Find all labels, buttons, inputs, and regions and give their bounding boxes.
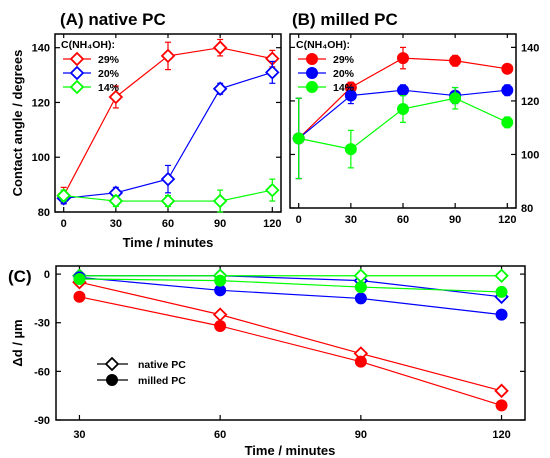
data-point bbox=[344, 143, 357, 156]
data-point bbox=[501, 116, 514, 129]
legend-marker bbox=[69, 79, 85, 95]
series-line bbox=[79, 296, 502, 406]
x-tick-label: 30 bbox=[110, 218, 122, 230]
data-point bbox=[160, 171, 176, 187]
data-point bbox=[212, 193, 228, 209]
x-tick-label: 60 bbox=[214, 429, 226, 441]
legend-label: 20% bbox=[98, 68, 120, 80]
data-point bbox=[212, 81, 228, 97]
data-point bbox=[501, 62, 514, 75]
y-tick-label: 120 bbox=[32, 97, 50, 109]
data-point bbox=[354, 355, 367, 368]
legend-label: 14% bbox=[333, 82, 355, 94]
y-tick-label: 80 bbox=[521, 203, 533, 215]
y-tick-label: 140 bbox=[521, 42, 539, 54]
x-tick-label: 60 bbox=[397, 214, 409, 226]
panel-b-title: (B) milled PC bbox=[292, 10, 398, 29]
legend-title: C(NH₄OH): bbox=[61, 39, 115, 51]
data-point bbox=[212, 307, 228, 322]
x-tick-label: 120 bbox=[498, 214, 516, 226]
panel-c-frame bbox=[55, 265, 526, 421]
data-point bbox=[265, 182, 280, 198]
data-point bbox=[344, 89, 357, 102]
panel-c: (C) 30 60 90 120 0 -30 -60 -90 native PC milled … bbox=[8, 265, 526, 458]
legend-marker bbox=[306, 81, 318, 93]
data-point bbox=[108, 89, 124, 105]
series-line bbox=[79, 276, 502, 316]
y-tick-label: 100 bbox=[521, 149, 539, 161]
data-point bbox=[292, 132, 305, 145]
y-tick-label: 100 bbox=[32, 152, 50, 164]
panel-a-title: (A) native PC bbox=[60, 10, 166, 29]
legend-marker bbox=[106, 374, 118, 386]
legend-marker bbox=[69, 51, 85, 67]
x-tick-label: 0 bbox=[296, 214, 302, 226]
y-tick-label: 0 bbox=[44, 269, 50, 281]
data-point bbox=[495, 399, 508, 412]
data-point bbox=[397, 102, 409, 115]
legend-label: native PC bbox=[138, 359, 186, 371]
data-point bbox=[160, 193, 176, 209]
x-tick-label: 90 bbox=[449, 214, 461, 226]
y-tick-label: -90 bbox=[34, 415, 50, 427]
x-tick-label: 0 bbox=[61, 218, 67, 230]
series-line bbox=[79, 278, 502, 293]
data-point bbox=[265, 65, 280, 80]
data-point bbox=[494, 383, 509, 399]
data-point bbox=[495, 285, 508, 298]
data-point bbox=[494, 268, 509, 283]
series-line bbox=[79, 275, 502, 298]
legend-label: 20% bbox=[333, 68, 355, 80]
x-tick-label: 120 bbox=[492, 429, 510, 441]
panel-a-ylabel: Contact angle / degrees bbox=[10, 50, 25, 197]
data-point bbox=[56, 188, 71, 203]
data-point bbox=[354, 281, 367, 294]
data-point bbox=[397, 84, 409, 97]
data-point bbox=[108, 193, 124, 209]
y-tick-label: 140 bbox=[32, 43, 50, 55]
data-point bbox=[214, 274, 227, 287]
x-tick-label: 30 bbox=[73, 429, 85, 441]
x-tick-label: 60 bbox=[162, 218, 174, 230]
x-tick-label: 30 bbox=[345, 214, 357, 226]
data-point bbox=[449, 92, 462, 105]
data-point bbox=[397, 52, 409, 65]
panel-c-xlabel: Time / minutes bbox=[245, 443, 336, 458]
legend-marker bbox=[69, 65, 85, 81]
y-tick-label: -30 bbox=[34, 318, 50, 330]
data-point bbox=[73, 272, 86, 285]
y-tick-label: 120 bbox=[521, 96, 539, 108]
legend-title: C(NH₄OH): bbox=[296, 39, 350, 51]
data-point bbox=[73, 290, 86, 303]
data-point bbox=[354, 292, 367, 305]
data-point bbox=[501, 84, 514, 97]
legend-label: milled PC bbox=[138, 375, 186, 387]
panel-a: (A) native PC 0 30 60 90 120 80 100 120 140 C(NH… bbox=[10, 10, 282, 250]
panel-c-ylabel: Δd / µm bbox=[10, 319, 25, 366]
x-tick-label: 90 bbox=[214, 218, 226, 230]
data-point bbox=[495, 308, 508, 321]
panel-a-xlabel: Time / minutes bbox=[123, 235, 214, 250]
data-point bbox=[160, 48, 176, 64]
legend-marker bbox=[306, 67, 318, 79]
legend-label: 29% bbox=[98, 54, 120, 66]
legend-marker bbox=[306, 53, 318, 65]
y-tick-label: -60 bbox=[34, 366, 50, 378]
data-point bbox=[212, 40, 228, 55]
x-tick-label: 90 bbox=[355, 429, 367, 441]
x-tick-label: 120 bbox=[263, 218, 281, 230]
series-line bbox=[79, 281, 502, 392]
data-point bbox=[214, 319, 227, 332]
y-tick-label: 80 bbox=[38, 207, 50, 219]
panel-b: (B) milled PC 0 30 60 90 120 80 100 120 140 C(NH… bbox=[289, 10, 539, 226]
legend-marker bbox=[104, 356, 120, 372]
data-point bbox=[449, 54, 462, 67]
panel-c-title: (C) bbox=[8, 267, 32, 286]
legend-label: 14% bbox=[98, 82, 120, 94]
legend-label: 29% bbox=[333, 54, 355, 66]
